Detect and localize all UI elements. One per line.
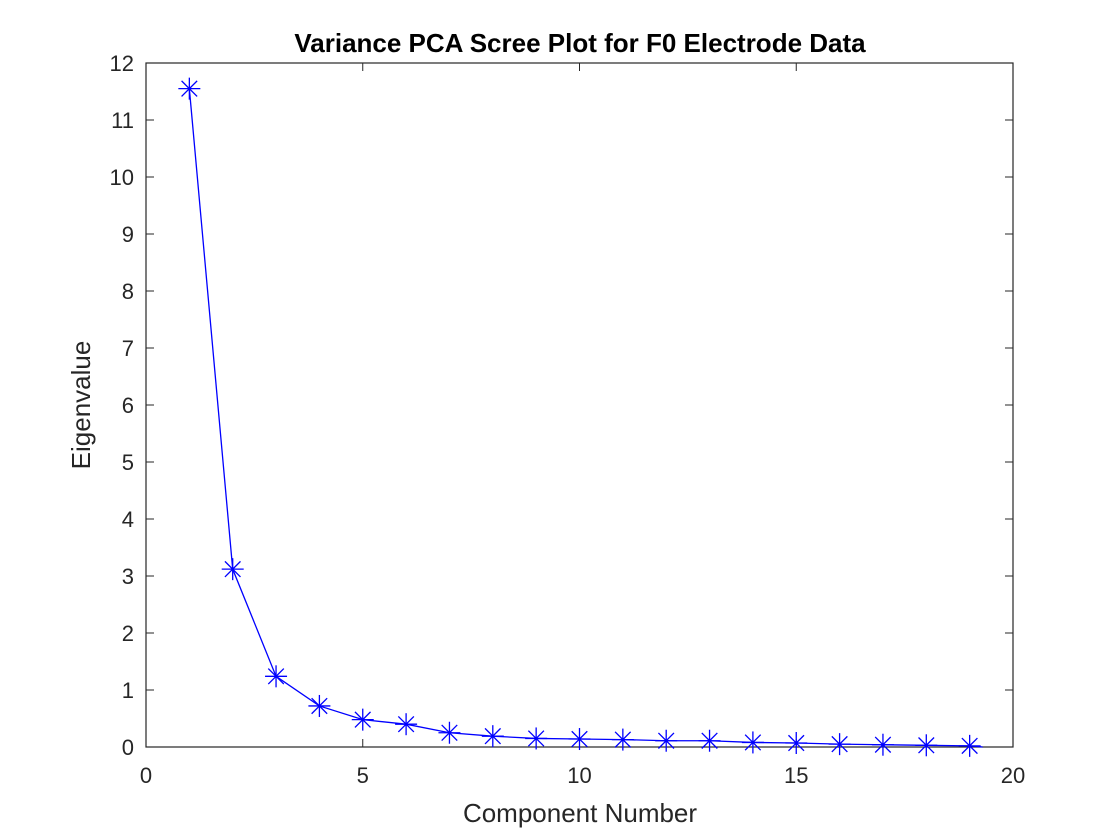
data-point-marker [871,733,894,756]
x-axis-ticks: 0 5 10 15 20 [140,63,1025,788]
y-tick-label: 12 [110,51,134,76]
y-tick-label: 2 [122,621,134,646]
y-tick-label: 5 [122,450,134,475]
data-point-marker [351,708,374,731]
data-point-marker [265,665,288,688]
data-point-marker [568,728,591,751]
y-tick-label: 4 [122,507,134,532]
data-point-marker [178,77,201,100]
data-point-marker [655,729,678,752]
x-tick-label: 10 [567,763,591,788]
data-point-marker [438,721,461,744]
data-point-marker [958,734,981,757]
chart-title: Variance PCA Scree Plot for F0 Electrode… [294,28,866,58]
data-point-marker [525,727,548,750]
data-point-marker [481,725,504,748]
y-tick-label: 3 [122,564,134,589]
x-axis-title: Component Number [463,798,697,828]
y-axis-title: Eigenvalue [66,341,96,470]
data-point-marker [698,729,721,752]
y-tick-label: 8 [122,279,134,304]
series-layer [178,77,983,757]
y-tick-label: 6 [122,393,134,418]
y-tick-label: 9 [122,222,134,247]
data-point-marker [828,733,851,756]
data-point-marker [915,734,938,757]
x-tick-label: 0 [140,763,152,788]
y-tick-label: 1 [122,678,134,703]
y-tick-label: 0 [122,735,134,760]
data-point-marker [741,731,764,754]
x-tick-label: 15 [784,763,808,788]
x-tick-label: 5 [357,763,369,788]
data-point-marker [611,728,634,751]
data-point-marker [395,713,418,736]
plot-area-frame [145,62,1014,748]
data-point-marker [308,694,331,717]
x-tick-label: 20 [1001,763,1025,788]
y-tick-label: 11 [111,108,134,133]
y-tick-label: 10 [110,165,134,190]
y-tick-label: 7 [122,336,134,361]
data-point-marker [785,732,808,755]
data-point-marker [221,558,244,581]
